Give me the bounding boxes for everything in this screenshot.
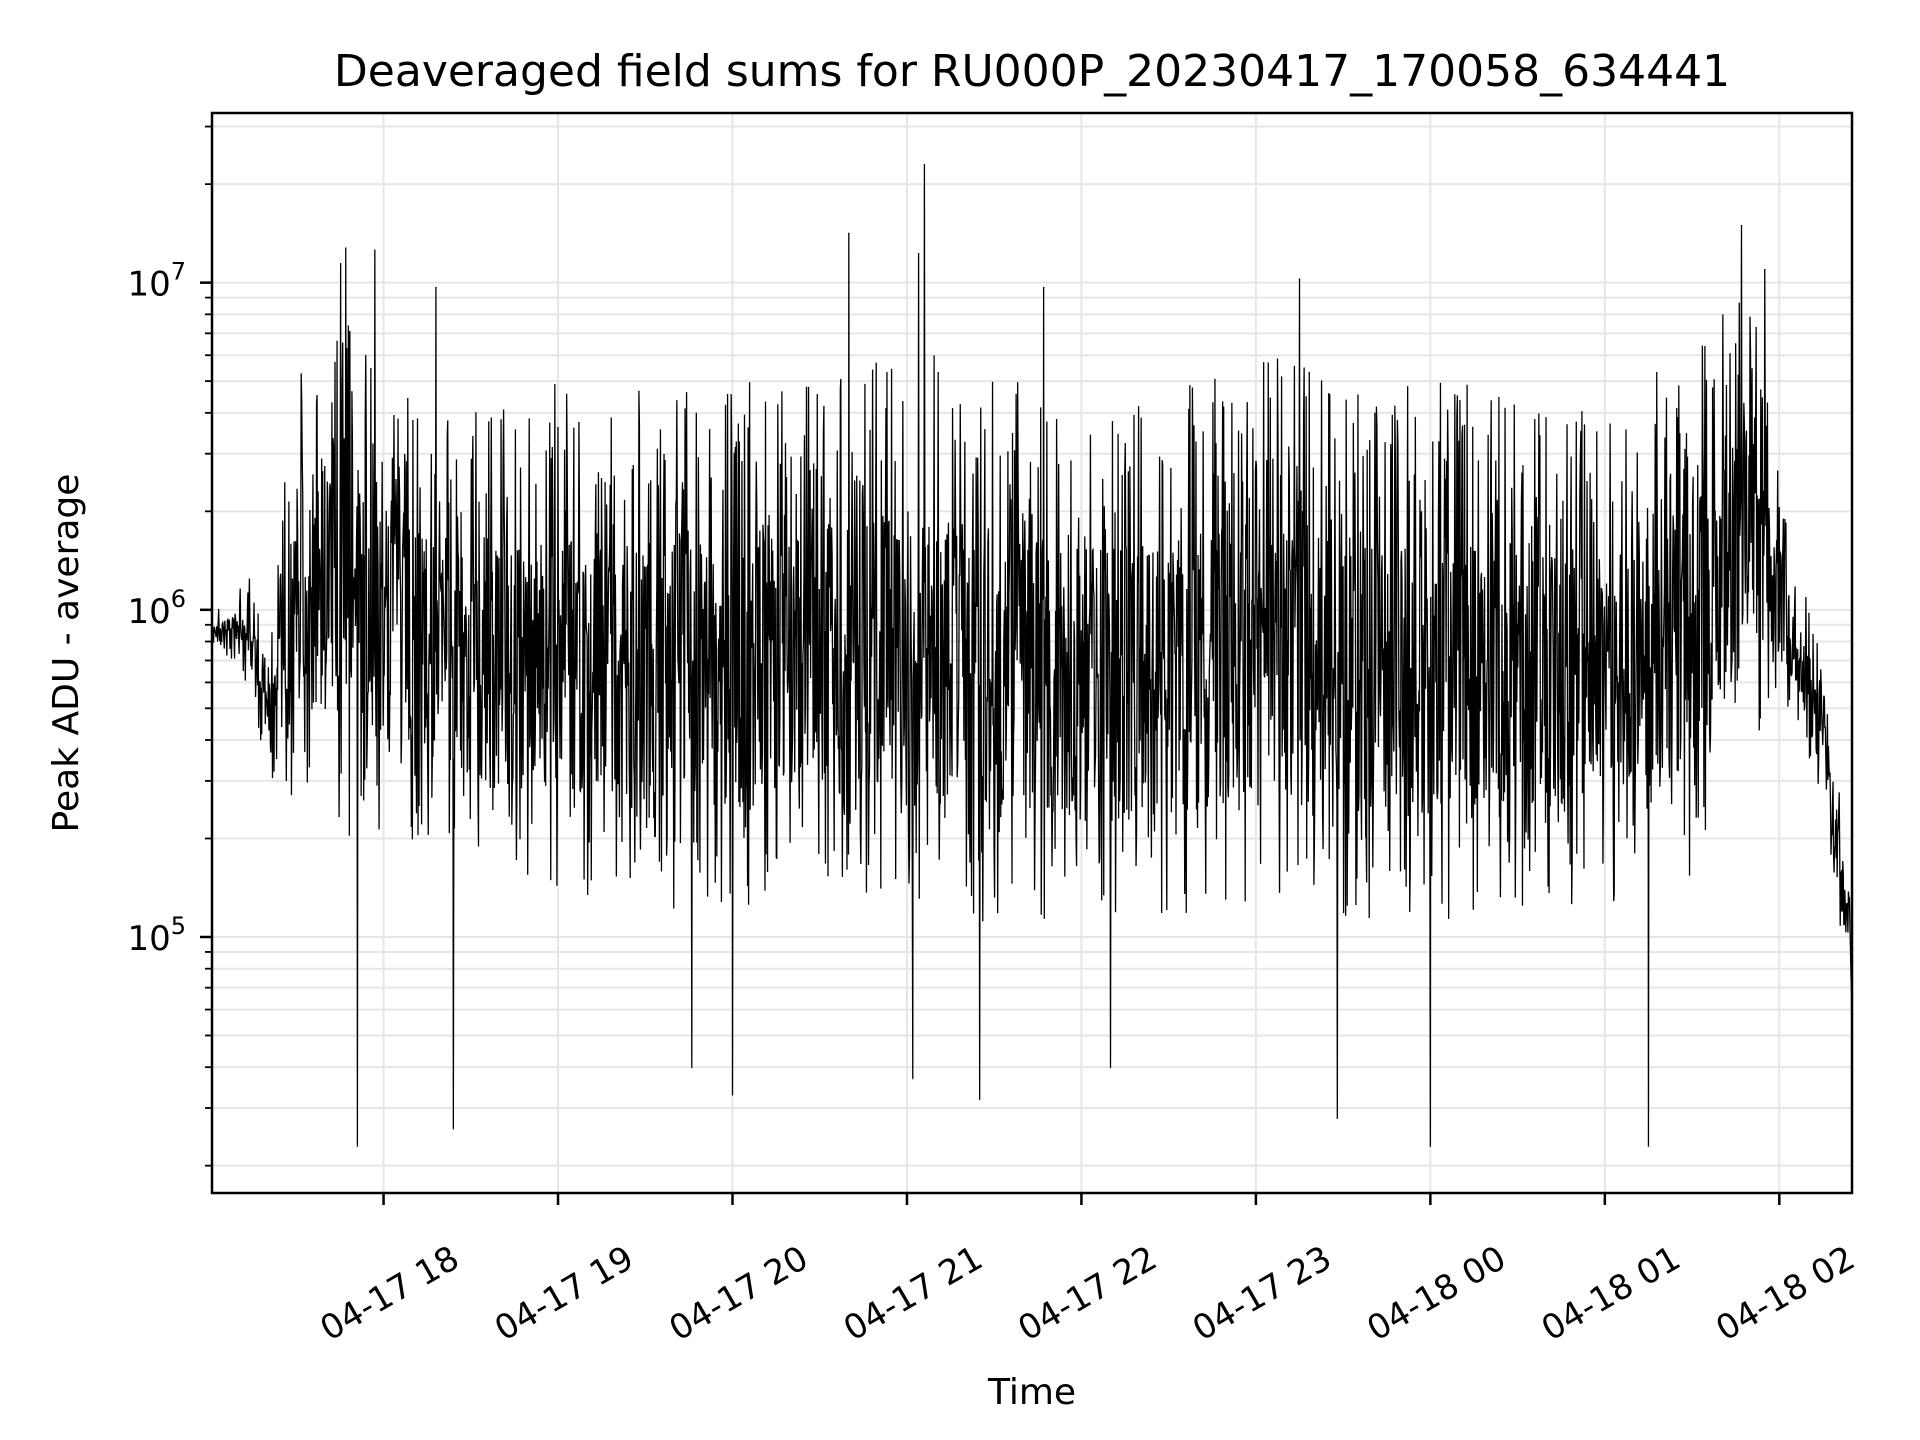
chart-title: Deaveraged field sums for RU000P_2023041…: [334, 46, 1730, 97]
y-tick-base: 10: [127, 919, 170, 959]
y-tick-exponent: 5: [171, 912, 186, 940]
plot-frame: [210, 111, 1854, 1195]
series-line: [211, 164, 1853, 1146]
y-tick-label: 107: [127, 258, 186, 305]
y-tick-base: 10: [127, 265, 170, 305]
y-tick-exponent: 6: [171, 585, 186, 613]
x-axis-label: Time: [987, 1372, 1076, 1413]
y-tick-exponent: 7: [171, 258, 186, 286]
ticks: [200, 125, 1781, 1205]
y-tick-label: 105: [127, 912, 186, 959]
y-tick-label: 106: [127, 585, 186, 632]
series-layer: [211, 164, 1853, 1147]
y-tick-base: 10: [127, 592, 170, 632]
y-axis-label: Peak ADU - average: [46, 474, 87, 833]
